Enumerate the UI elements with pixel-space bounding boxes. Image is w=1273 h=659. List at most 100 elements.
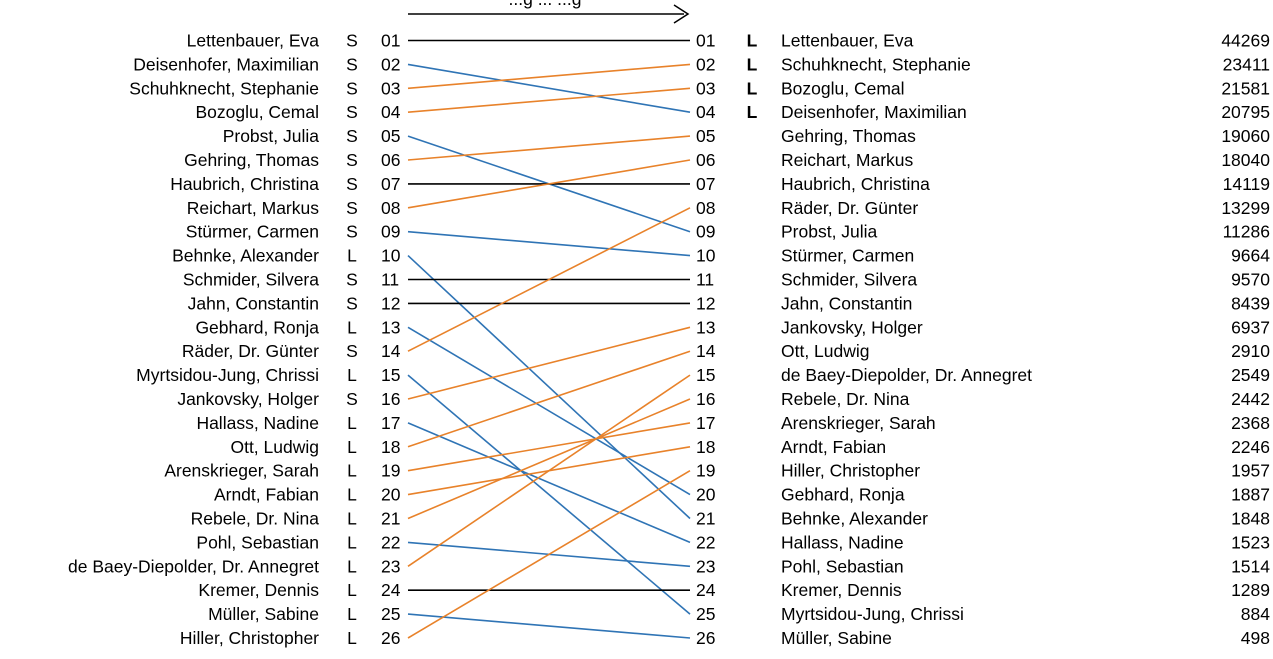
left-position-number: 19 (381, 461, 400, 481)
left-candidate-name: Hallass, Nadine (196, 413, 319, 433)
left-candidate-name: Arenskrieger, Sarah (164, 461, 319, 481)
right-vote-count: 1848 (1231, 509, 1270, 529)
right-candidate-name: Müller, Sabine (781, 628, 892, 648)
left-candidate-name: de Baey-Diepolder, Dr. Annegret (68, 556, 319, 576)
right-vote-count: 6937 (1231, 317, 1270, 337)
left-position-number: 11 (381, 270, 399, 290)
left-list-marker: L (347, 317, 357, 337)
right-position-number: 23 (696, 556, 715, 576)
left-candidate-name: Arndt, Fabian (214, 485, 319, 505)
left-candidate-name: Rebele, Dr. Nina (191, 509, 320, 529)
right-position-number: 07 (696, 174, 715, 194)
rank-connection-line (407, 135, 691, 161)
right-candidate-name: Jankovsky, Holger (781, 317, 923, 337)
right-position-number: 10 (696, 246, 716, 266)
right-position-number: 26 (696, 628, 715, 648)
left-list-marker: S (346, 389, 358, 409)
right-vote-count: 2549 (1231, 365, 1270, 385)
right-candidate-name: Räder, Dr. Günter (781, 198, 918, 218)
rank-connection-line (407, 326, 691, 400)
right-candidate-name: Stürmer, Carmen (781, 246, 914, 266)
right-candidate-name: Kremer, Dennis (781, 580, 902, 600)
right-candidate-name: Myrtsidou-Jung, Chrissi (781, 604, 964, 624)
right-vote-count: 2910 (1231, 341, 1270, 361)
right-position-number: 15 (696, 365, 715, 385)
left-candidate-name: Reichart, Markus (187, 198, 320, 218)
right-position-number: 08 (696, 198, 715, 218)
left-position-number: 22 (381, 532, 400, 552)
header-arrow: ...g ... ...g (408, 0, 690, 24)
left-candidate-name: Kremer, Dennis (198, 580, 319, 600)
right-position-number: 25 (696, 604, 715, 624)
right-vote-count: 2442 (1231, 389, 1270, 409)
right-candidate-name: Jahn, Constantin (781, 293, 912, 313)
header-label-mask (470, 0, 670, 8)
rank-connection-line (407, 470, 691, 639)
rank-connection-line (407, 159, 691, 209)
right-vote-count: 20795 (1221, 102, 1270, 122)
right-candidate-name: Pohl, Sebastian (781, 556, 904, 576)
rank-connection-line (407, 398, 691, 520)
right-vote-count: 18040 (1221, 150, 1270, 170)
left-candidate-name: Bozoglu, Cemal (195, 102, 319, 122)
right-candidate-name: Schuhknecht, Stephanie (781, 54, 971, 74)
left-list-marker: L (347, 509, 357, 529)
left-position-number: 01 (381, 31, 400, 51)
left-list-marker: L (347, 437, 357, 457)
left-list-marker: L (347, 556, 357, 576)
left-position-number: 13 (381, 317, 400, 337)
right-position-number: 05 (696, 126, 715, 146)
rank-connection-line (407, 613, 691, 639)
right-candidate-name: Hiller, Christopher (781, 461, 920, 481)
left-position-number: 25 (381, 604, 400, 624)
left-position-number: 14 (381, 341, 401, 361)
right-vote-count: 23411 (1223, 54, 1270, 74)
left-position-number: 26 (381, 628, 400, 648)
right-position-number: 11 (696, 270, 714, 290)
right-candidate-name: Ott, Ludwig (781, 341, 870, 361)
left-list-marker: S (346, 31, 358, 51)
right-vote-count: 2246 (1231, 437, 1270, 457)
left-list-marker: S (346, 102, 358, 122)
right-position-number: 21 (696, 509, 715, 529)
right-position-number: 03 (696, 78, 715, 98)
right-candidate-name: Reichart, Markus (781, 150, 914, 170)
rank-connection-line (407, 326, 691, 496)
right-candidate-name: Bozoglu, Cemal (781, 78, 905, 98)
right-position-number: 04 (696, 102, 716, 122)
right-position-number: 02 (696, 54, 715, 74)
right-position-number: 16 (696, 389, 715, 409)
left-list-marker: L (347, 580, 357, 600)
right-elected-marker: L (747, 102, 758, 122)
left-candidate-name: Myrtsidou-Jung, Chrissi (136, 365, 319, 385)
left-candidate-name: Stürmer, Carmen (186, 222, 319, 242)
right-position-number: 13 (696, 317, 715, 337)
left-list-marker: S (346, 174, 358, 194)
left-list: Lettenbauer, Eva S 01 Deisenhofer, Maximili… (68, 31, 401, 649)
left-position-number: 04 (381, 102, 401, 122)
right-vote-count: 1887 (1231, 485, 1270, 505)
left-position-number: 06 (381, 150, 400, 170)
right-vote-count: 44269 (1221, 31, 1270, 51)
left-candidate-name: Räder, Dr. Günter (182, 341, 319, 361)
right-position-number: 06 (696, 150, 715, 170)
left-list-marker: L (347, 461, 357, 481)
left-list-marker: S (346, 126, 358, 146)
right-position-number: 20 (696, 485, 716, 505)
right-vote-count: 9664 (1231, 246, 1270, 266)
right-candidate-name: Hallass, Nadine (781, 532, 904, 552)
rank-connection-line (407, 374, 691, 567)
left-position-number: 03 (381, 78, 400, 98)
right-elected-marker: L (747, 31, 758, 51)
left-list-marker: L (347, 246, 357, 266)
left-candidate-name: Probst, Julia (223, 126, 320, 146)
left-list-marker: L (347, 532, 357, 552)
right-position-number: 24 (696, 580, 716, 600)
right-elected-marker: L (747, 54, 758, 74)
left-candidate-name: Behnke, Alexander (172, 246, 319, 266)
left-candidate-name: Schmider, Silvera (183, 270, 319, 290)
left-list-marker: S (346, 78, 358, 98)
right-position-number: 22 (696, 532, 715, 552)
left-position-number: 24 (381, 580, 401, 600)
left-position-number: 18 (381, 437, 400, 457)
